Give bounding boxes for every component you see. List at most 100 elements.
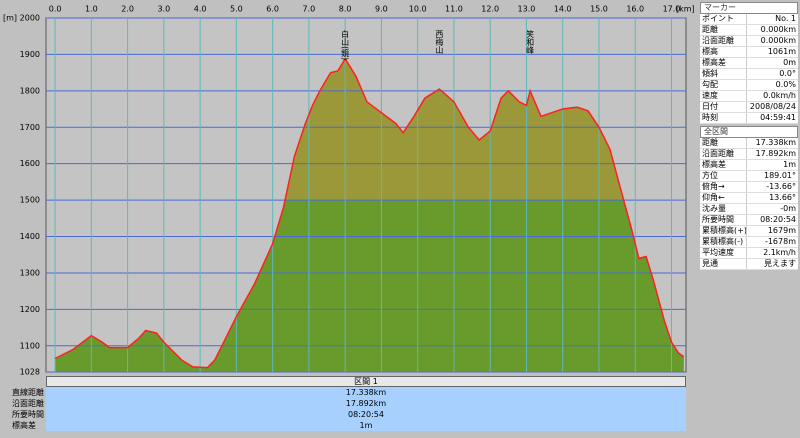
x-tick-label: 3.0	[157, 5, 170, 14]
info-value: No. 1	[775, 14, 796, 23]
info-key: 仰角←	[700, 193, 747, 203]
info-value: 17.338km	[46, 387, 686, 398]
info-row: 標高 1061m	[700, 47, 798, 58]
x-tick-label: 12.0	[481, 5, 499, 14]
info-key: 沈み量	[700, 204, 747, 214]
y-tick-label: 1800	[20, 86, 40, 95]
peak-label: 西梅山	[435, 30, 444, 55]
info-key: 所要時間	[12, 410, 44, 419]
info-key: 俯角→	[700, 182, 747, 192]
info-row: ポイント No. 1	[700, 14, 798, 25]
section-title: 区間 1	[46, 376, 686, 387]
info-key: 累積標高(-)	[700, 237, 747, 247]
info-row: 見通 見えます	[700, 259, 798, 270]
info-key: 方位	[700, 171, 747, 181]
info-value: 0.0°	[779, 69, 796, 78]
info-key: 見通	[700, 259, 747, 269]
info-key: 沿面距離	[12, 399, 44, 408]
info-row: 沿面距離 0.000km	[700, 36, 798, 47]
info-key: 日付	[700, 102, 747, 112]
profile-line	[54, 57, 685, 369]
info-key: 平均速度	[700, 248, 747, 258]
info-key: 距離	[700, 138, 747, 148]
y-tick-label: 1700	[20, 123, 40, 132]
info-key: 直線距離	[12, 388, 44, 397]
info-row: 方位 189.01°	[700, 171, 798, 182]
info-row: 沿面距離 17.892km	[700, 149, 798, 160]
info-row: 所要時間 08:20:54	[0, 409, 690, 420]
y-tick-label: 2000	[20, 14, 40, 23]
info-value: 1679m	[767, 226, 796, 235]
x-tick-label: 17.0	[663, 5, 681, 14]
info-key: 速度	[700, 91, 747, 101]
x-tick-label: 0.0	[49, 5, 62, 14]
info-key: 距離	[700, 25, 747, 35]
x-tick-label: 13.0	[518, 5, 536, 14]
info-value: 2008/08/24	[749, 102, 796, 111]
x-tick-label: 2.0	[121, 5, 134, 14]
info-value: -13.66°	[766, 182, 796, 191]
info-row: 直線距離 17.338km	[0, 387, 690, 398]
chart: [m] [km] 2000 1900 1800 1700 1600 1500 1400 130…	[3, 5, 695, 377]
info-row: 傾斜 0.0°	[700, 69, 798, 80]
info-row: 累積標高(+) 1679m	[700, 226, 798, 237]
info-row: 速度 0.0km/h	[700, 91, 798, 102]
y-tick-label: 1600	[20, 159, 40, 168]
info-row: 沈み量 -0m	[700, 204, 798, 215]
marker-panel: マーカー ポイント No. 1 距離 0.000km 沿面距離 0.000km 標高 1061m…	[700, 2, 798, 270]
y-tick-label: 1200	[20, 305, 40, 314]
x-tick-label: 5.0	[230, 5, 243, 14]
info-key: 所要時間	[700, 215, 747, 225]
y-tick-label: 1900	[20, 50, 40, 59]
info-value: 0.0%	[775, 80, 796, 89]
info-value: 2.1km/h	[763, 248, 796, 257]
info-key: 時刻	[700, 113, 747, 123]
info-key: 沿面距離	[700, 36, 747, 46]
y-tick-label: 1500	[20, 196, 40, 205]
info-value: 1m	[46, 420, 686, 431]
info-row: 標高差 1m	[0, 420, 690, 431]
info-key: 勾配	[700, 80, 747, 90]
x-tick-label: 15.0	[590, 5, 608, 14]
bottom-panel: 区間 1 直線距離 17.338km 沿面距離 17.892km 所要時間 08:20:5…	[0, 376, 690, 431]
info-row: 俯角→ -13.66°	[700, 182, 798, 193]
y-tick-label: 1028	[20, 368, 40, 377]
x-tick-label: 6.0	[266, 5, 279, 14]
info-value: 04:59:41	[760, 113, 796, 122]
info-key: 標高差	[700, 58, 747, 68]
info-value: 17.338km	[755, 138, 796, 147]
peak-label: 白山(鏡)	[341, 29, 350, 60]
x-tick-label: 14.0	[554, 5, 572, 14]
info-row: 距離 0.000km	[700, 25, 798, 36]
info-value: 08:20:54	[46, 409, 686, 420]
info-row: 平均速度 2.1km/h	[700, 248, 798, 259]
info-value: 08:20:54	[760, 215, 796, 224]
info-value: -0m	[780, 204, 796, 213]
x-tick-label: 11.0	[445, 5, 463, 14]
info-value: 0.000km	[760, 36, 796, 45]
panel-header: マーカー	[700, 2, 798, 14]
x-tick-label: 7.0	[303, 5, 316, 14]
info-row: 沿面距離 17.892km	[0, 398, 690, 409]
x-unit: [km]	[676, 5, 695, 14]
x-tick-label: 9.0	[375, 5, 388, 14]
info-key: ポイント	[700, 14, 747, 24]
y-unit: [m]	[3, 14, 17, 23]
y-tick-label: 1300	[20, 268, 40, 277]
info-row: 標高差 0m	[700, 58, 798, 69]
info-value: 1m	[783, 160, 796, 169]
info-row: 勾配 0.0%	[700, 80, 798, 91]
info-value: 13.66°	[769, 193, 796, 202]
x-tick-label: 4.0	[194, 5, 207, 14]
info-value: 17.892km	[755, 149, 796, 158]
x-tick-label: 16.0	[626, 5, 644, 14]
x-tick-label: 8.0	[339, 5, 352, 14]
info-key: 傾斜	[700, 69, 747, 79]
info-value: 0m	[783, 58, 796, 67]
info-value: -1678m	[764, 237, 796, 246]
info-value: 0.0km/h	[763, 91, 796, 100]
info-row: 標高差 1m	[700, 160, 798, 171]
info-row: 仰角← 13.66°	[700, 193, 798, 204]
info-value: 189.01°	[764, 171, 796, 180]
